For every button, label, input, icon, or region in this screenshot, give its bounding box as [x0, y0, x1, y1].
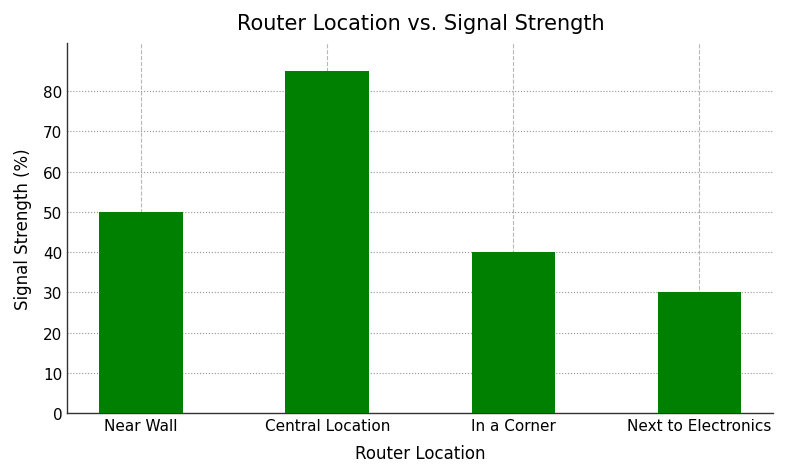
Bar	[657, 293, 742, 413]
X-axis label: Router Location: Router Location	[355, 444, 486, 462]
Bar	[471, 253, 555, 413]
Title: Router Location vs. Signal Strength: Router Location vs. Signal Strength	[237, 14, 604, 34]
Bar	[285, 72, 369, 413]
Y-axis label: Signal Strength (%): Signal Strength (%)	[14, 148, 32, 309]
Bar	[99, 212, 183, 413]
